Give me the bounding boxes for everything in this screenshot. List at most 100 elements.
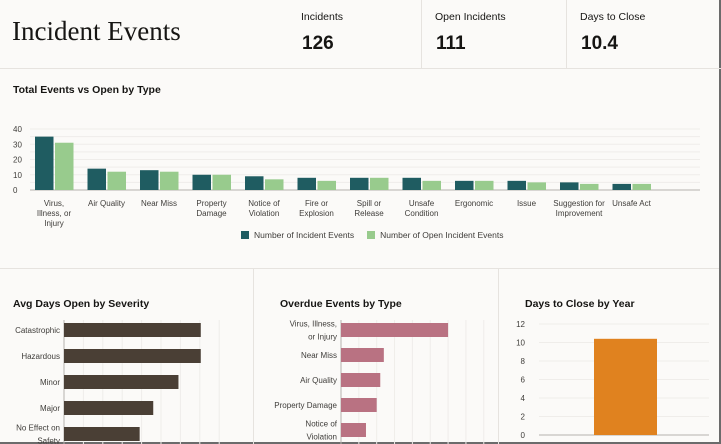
bar-open: [580, 183, 599, 190]
bar-open: [422, 180, 441, 190]
x-tick-label: Air Quality: [88, 199, 125, 208]
legend: Number of Incident Events Number of Open…: [241, 230, 504, 240]
bar-open: [370, 177, 389, 190]
chart-title: Total Events vs Open by Type: [13, 84, 161, 96]
y-tick-label: 12: [516, 320, 525, 329]
y-tick-label: Catastrophic: [15, 326, 60, 335]
y-tick-label: 0: [521, 431, 526, 440]
x-tick-label: Property: [196, 199, 226, 208]
divider: [253, 268, 254, 444]
x-tick-label: Explosion: [299, 209, 334, 218]
bar: [64, 427, 140, 441]
x-tick-label: Damage: [196, 209, 227, 218]
bar: [64, 401, 154, 415]
bar-open: [265, 179, 284, 190]
bar-incidents: [140, 170, 159, 190]
bar-open: [55, 142, 74, 190]
y-tick-label: Air Quality: [300, 376, 337, 385]
x-tick-label: Notice of: [248, 199, 280, 208]
page-title: Incident Events: [12, 16, 181, 46]
y-tick-label: Hazardous: [21, 352, 60, 361]
bar-open: [160, 171, 179, 190]
y-tick-label: 8: [521, 357, 526, 366]
bar: [64, 349, 201, 363]
bar: [341, 398, 377, 412]
y-tick-label: Near Miss: [301, 351, 337, 360]
y-tick-label: 0: [13, 186, 18, 195]
x-tick-label: Improvement: [556, 209, 603, 218]
x-tick-label: Condition: [405, 209, 439, 218]
y-tick-label: Notice of: [305, 420, 337, 429]
y-tick-label: Major: [40, 404, 60, 413]
x-tick-label: Near Miss: [141, 199, 177, 208]
y-tick-label: Safety: [37, 437, 60, 444]
x-tick-label: Ergonomic: [455, 199, 493, 208]
y-tick-label: Property Damage: [274, 401, 337, 410]
bar-open: [475, 180, 494, 190]
x-tick-label: Issue: [517, 199, 537, 208]
avg-days-severity-chart: Catastrophic Hazardous Minor Major No Effect…: [15, 320, 220, 444]
y-tick-label: 10: [13, 171, 22, 180]
legend-label: Number of Open Incident Events: [380, 230, 504, 240]
kpi-incidents: Incidents 126: [288, 0, 343, 68]
x-tick-label: Suggestion for: [553, 199, 605, 208]
bar-incidents: [560, 182, 579, 190]
days-to-close-chart: 0 2 4 6 8 10 12: [516, 320, 709, 440]
divider: [498, 268, 499, 444]
bar-open: [212, 174, 231, 190]
x-tick-label: Fire or: [305, 199, 328, 208]
overdue-events-chart: Virus, Illness, or Injury Near Miss Air Qua…: [274, 320, 485, 444]
divider: [0, 268, 719, 269]
bar: [341, 348, 384, 362]
x-tick-label: Virus,: [44, 199, 64, 208]
y-tick-label: Violation: [306, 433, 337, 442]
y-tick-label: 20: [13, 156, 22, 165]
bar-open: [107, 171, 126, 190]
bar-incidents: [612, 183, 631, 190]
bar-incidents: [350, 177, 369, 190]
bar: [341, 323, 449, 337]
kpi-value: 10.4: [581, 33, 618, 54]
bar: [341, 423, 366, 437]
bar-open: [632, 183, 651, 190]
bar: [341, 373, 381, 387]
legend-swatch: [367, 231, 376, 239]
legend-label: Number of Incident Events: [254, 230, 355, 240]
bar-open: [317, 180, 336, 190]
y-tick-label: No Effect on: [16, 424, 60, 433]
x-tick-label: Unsafe: [409, 199, 435, 208]
chart-title: Days to Close by Year: [525, 298, 635, 310]
bar-incidents: [192, 174, 211, 190]
bar-incidents: [507, 180, 526, 190]
y-tick-label: 40: [13, 125, 22, 134]
bar: [64, 323, 201, 337]
y-tick-label: 4: [521, 394, 526, 403]
bar: [64, 375, 179, 389]
chart-title: Avg Days Open by Severity: [13, 298, 150, 310]
x-tick-label: Unsafe Act: [612, 199, 651, 208]
bar-incidents: [245, 176, 264, 190]
x-tick-label: Release: [354, 209, 384, 218]
y-tick-label: 30: [13, 140, 22, 149]
kpi-label: Days to Close: [580, 11, 646, 23]
kpi-value: 111: [436, 33, 466, 54]
bar: [594, 338, 657, 435]
bar-incidents: [87, 168, 106, 190]
x-tick-label: Spill or: [357, 199, 382, 208]
bar-incidents: [455, 180, 474, 190]
kpi-value: 126: [302, 33, 334, 54]
chart-title: Overdue Events by Type: [280, 298, 402, 310]
bar-incidents: [402, 177, 421, 190]
y-tick-label: Minor: [40, 378, 60, 387]
y-tick-label: or Injury: [308, 333, 337, 342]
kpi-days-to-close: Days to Close 10.4: [566, 0, 716, 68]
divider: [0, 68, 721, 69]
kpi-open-incidents: Open Incidents 111: [421, 0, 566, 68]
y-tick-label: 6: [521, 376, 526, 385]
bar-incidents: [297, 177, 316, 190]
y-tick-label: Virus, Illness,: [290, 320, 337, 329]
kpi-label: Incidents: [301, 11, 344, 23]
bar-incidents: [35, 136, 54, 190]
